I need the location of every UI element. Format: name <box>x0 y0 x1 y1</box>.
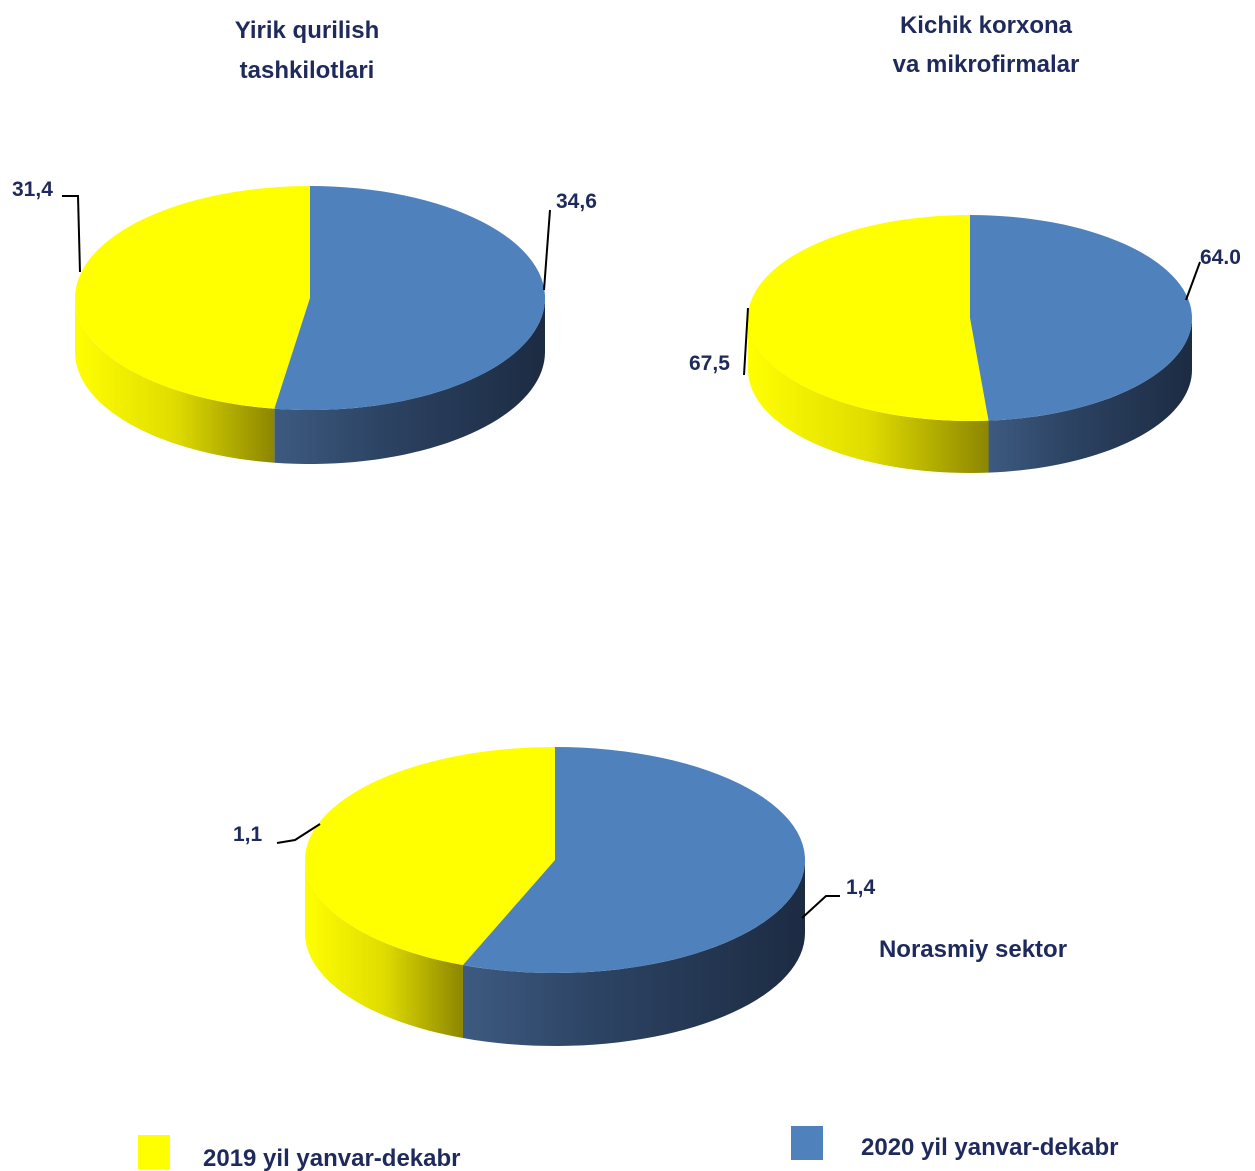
legend-label: 2019 yil yanvar-dekabr <box>203 1145 461 1171</box>
pie-slice-2019 <box>747 215 989 421</box>
pie-side-2019 <box>75 298 275 463</box>
pie-slice-2020 <box>970 215 1192 421</box>
pie-chart-1: Yirik qurilish tashkilotlari 31,4 34,6 <box>12 17 597 464</box>
legend-swatch <box>138 1135 170 1169</box>
pie-side-2020 <box>274 298 545 464</box>
legend-item-2019: 2019 yil yanvar-dekabr <box>138 1135 461 1171</box>
charts-layer: Yirik qurilish tashkilotlari 31,4 34,6 Kichi… <box>12 12 1241 1046</box>
leader-line <box>543 209 551 291</box>
leader-line <box>276 823 321 844</box>
leader-line <box>1185 261 1201 301</box>
pie-side-2019 <box>748 318 989 473</box>
pie-slice-2020 <box>462 746 806 974</box>
pie-side-2020 <box>988 318 1192 473</box>
data-label-2020: 34,6 <box>556 190 597 213</box>
pie-slice-2019 <box>305 747 555 966</box>
pie-chart-3: Norasmiy sektor 1,1 1,4 <box>233 746 1067 1046</box>
data-label-2019: 1,1 <box>233 823 263 846</box>
data-label-2020: 64.0 <box>1200 246 1241 269</box>
leader-line <box>62 195 81 273</box>
chart-title: Kichik korxona va mikrofirmalar <box>893 12 1080 78</box>
data-label-2019: 31,4 <box>12 178 53 201</box>
leader-line <box>743 307 749 376</box>
legend-label: 2020 yil yanvar-dekabr <box>861 1134 1119 1161</box>
data-label-2020: 1,4 <box>846 876 876 899</box>
leader-line <box>801 895 840 919</box>
data-label-2019: 67,5 <box>689 352 730 375</box>
pie-chart-2: Kichik korxona va mikrofirmalar 67,5 64.0 <box>689 12 1241 473</box>
legend-item-2020: 2020 yil yanvar-dekabr <box>791 1126 1119 1161</box>
pie-slice-2019 <box>75 186 310 409</box>
chart-title: Yirik qurilish tashkilotlari <box>235 17 379 84</box>
legend-swatch <box>791 1126 823 1160</box>
pie-side-2019 <box>305 860 463 1039</box>
legend: 2019 yil yanvar-dekabr 2020 yil yanvar-de… <box>138 1126 1119 1171</box>
pie-slice-2020 <box>274 186 546 410</box>
pie-side-2020 <box>462 860 805 1046</box>
chart-title: Norasmiy sektor <box>879 936 1067 963</box>
